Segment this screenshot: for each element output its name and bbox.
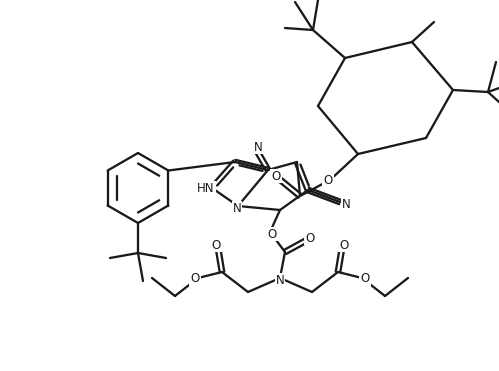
Text: N: N	[233, 201, 242, 214]
Text: HN: HN	[197, 181, 215, 194]
Text: O: O	[323, 174, 333, 187]
Text: O: O	[267, 227, 276, 240]
Text: O: O	[339, 239, 349, 252]
Text: N: N	[275, 273, 284, 286]
Text: O: O	[191, 273, 200, 286]
Text: O: O	[360, 273, 370, 286]
Text: O: O	[212, 239, 221, 252]
Text: O: O	[271, 170, 280, 183]
Text: N: N	[253, 141, 262, 154]
Text: N: N	[342, 197, 350, 210]
Text: O: O	[305, 232, 315, 244]
